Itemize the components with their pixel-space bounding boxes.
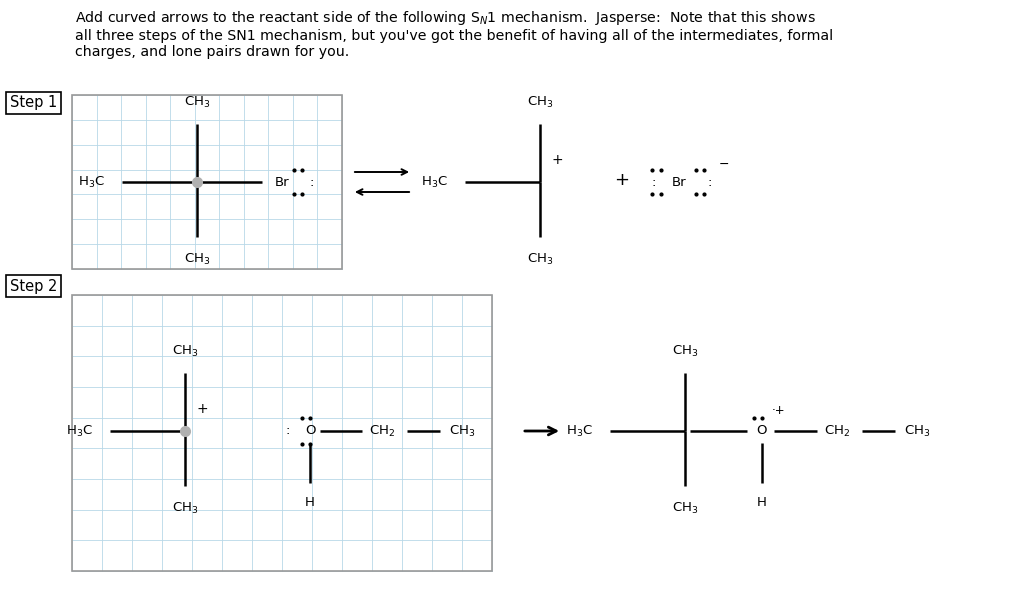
Text: ·+: ·+ bbox=[772, 404, 785, 417]
Text: CH$_3$: CH$_3$ bbox=[672, 344, 698, 359]
Text: CH$_3$: CH$_3$ bbox=[172, 501, 199, 516]
Text: Br: Br bbox=[672, 176, 687, 189]
Text: H$_3$C: H$_3$C bbox=[67, 423, 93, 439]
Text: H: H bbox=[757, 496, 767, 509]
Text: CH$_3$: CH$_3$ bbox=[526, 95, 553, 110]
Text: :: : bbox=[310, 176, 314, 189]
Text: H$_3$C: H$_3$C bbox=[421, 174, 449, 190]
Text: O: O bbox=[305, 424, 315, 437]
Text: +: + bbox=[197, 402, 208, 416]
Text: O: O bbox=[757, 424, 767, 437]
Text: CH$_3$: CH$_3$ bbox=[904, 423, 930, 439]
Text: Step 1: Step 1 bbox=[10, 96, 57, 111]
Text: :: : bbox=[652, 176, 656, 189]
Text: Step 2: Step 2 bbox=[10, 278, 57, 294]
Text: CH$_3$: CH$_3$ bbox=[672, 501, 698, 516]
Text: −: − bbox=[719, 157, 729, 170]
Text: CH$_3$: CH$_3$ bbox=[526, 252, 553, 267]
Text: :: : bbox=[708, 176, 712, 189]
Bar bbox=[72, 295, 492, 571]
Text: CH$_3$: CH$_3$ bbox=[449, 423, 475, 439]
Text: H$_3$C: H$_3$C bbox=[566, 423, 593, 439]
Text: Add curved arrows to the reactant side of the following S$_N$1 mechanism.  Jaspe: Add curved arrows to the reactant side o… bbox=[75, 9, 834, 60]
Bar bbox=[72, 95, 342, 269]
Text: CH$_3$: CH$_3$ bbox=[183, 95, 210, 110]
Text: +: + bbox=[551, 153, 563, 167]
Text: CH$_2$: CH$_2$ bbox=[369, 423, 395, 439]
Text: H$_3$C: H$_3$C bbox=[78, 174, 105, 190]
Text: +: + bbox=[614, 171, 630, 189]
Text: H: H bbox=[305, 496, 315, 509]
Text: Br: Br bbox=[275, 176, 290, 189]
Text: CH$_3$: CH$_3$ bbox=[183, 252, 210, 267]
Text: :: : bbox=[286, 424, 290, 437]
Text: CH$_3$: CH$_3$ bbox=[172, 344, 199, 359]
Text: CH$_2$: CH$_2$ bbox=[824, 423, 850, 439]
